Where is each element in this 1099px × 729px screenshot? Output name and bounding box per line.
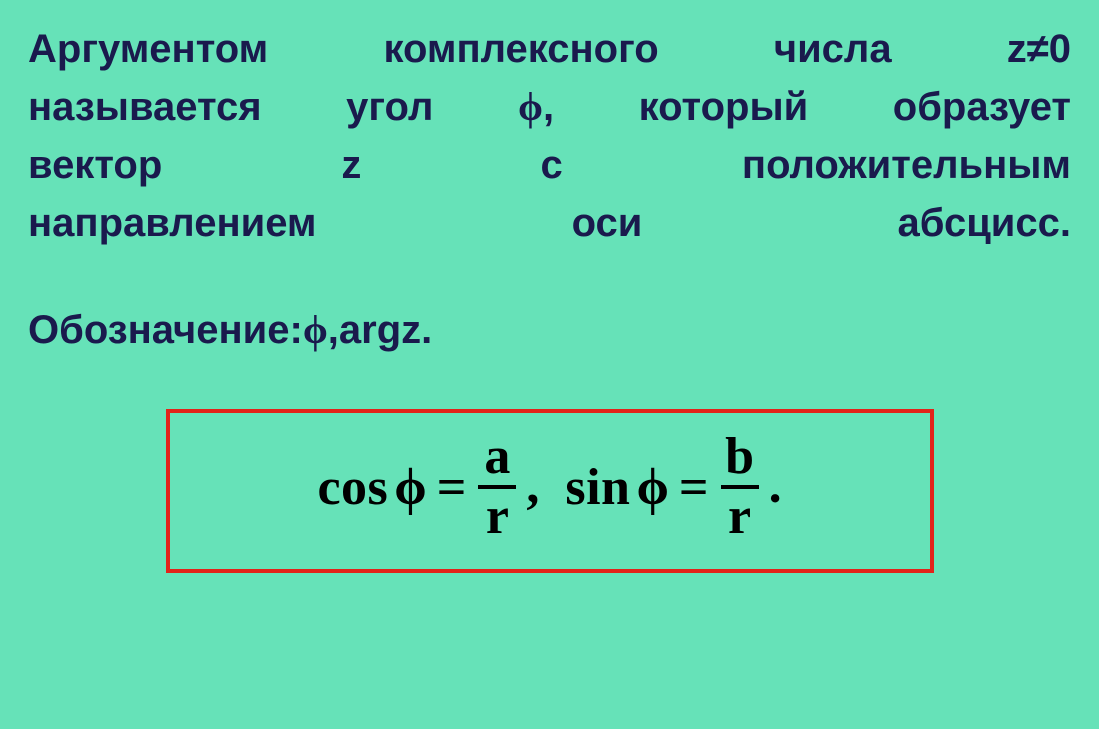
denominator-r: r [724,489,755,543]
numerator-a: a [480,431,514,485]
comma: , [524,456,545,515]
numerator-b: b [721,431,758,485]
definition-line-1: Аргументом комплексного числа z≠0 [28,20,1071,78]
cos-label: cos [317,458,388,517]
denominator-r: r [482,489,513,543]
phi-symbol: ϕ [636,458,668,517]
neq-symbol: ≠ [1027,27,1049,71]
phi-symbol: ϕ [518,84,543,129]
fraction-b-over-r: b r [721,431,759,543]
notation-label-post: ,argz. [328,308,432,352]
definition-line-2-post: , который образует [543,85,1071,129]
equals-sign: = [675,458,713,517]
period: . [767,456,782,515]
phi-symbol: ϕ [394,458,426,517]
definition-line-1-post: 0 [1049,27,1071,71]
equals-sign: = [433,458,471,517]
formula-box: cos ϕ = a r , sinϕ = b r . [166,409,934,573]
definition-line-3: вектор z с положительным [28,136,1071,194]
definition-line-2: называется угол ϕ, который образует [28,78,1071,136]
sin-label: sin [565,458,630,517]
definition-line-1-pre: Аргументом комплексного числа z [28,27,1027,71]
phi-symbol: ϕ [303,307,328,352]
notation-text: Обозначение:ϕ,argz. [28,306,1071,353]
formula-content: cos ϕ = a r , sinϕ = b r . [317,431,781,543]
notation-label-pre: Обозначение: [28,308,303,352]
definition-line-2-pre: называется угол [28,85,518,129]
fraction-a-over-r: a r [478,431,516,543]
definition-line-4: направлением оси абсцисс. [28,194,1071,252]
definition-text: Аргументом комплексного числа z≠0 называ… [28,20,1071,252]
